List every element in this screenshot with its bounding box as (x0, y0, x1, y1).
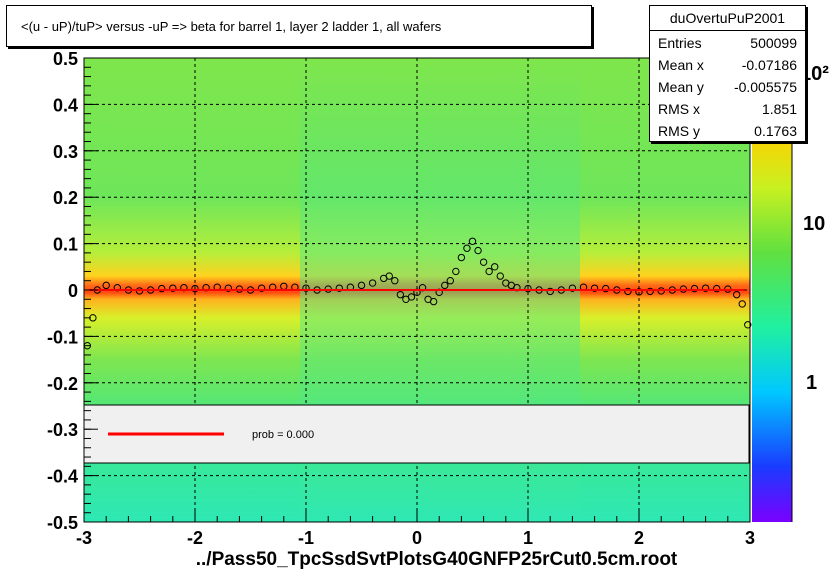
plot-title: <(u - uP)/tuP> versus -uP => beta for ba… (21, 19, 442, 34)
profile-point (524, 284, 532, 293)
y-tick-label: -0.5 (47, 513, 78, 533)
profile-points (83, 237, 752, 350)
profile-point (391, 277, 399, 285)
profile-point (738, 300, 746, 308)
x-tick-label: -1 (298, 528, 314, 548)
y-tick-label: 0 (68, 281, 78, 301)
profile-point (635, 288, 643, 296)
profile-point (463, 244, 471, 252)
stats-label: RMS y (658, 123, 700, 139)
x-tick-label: 0 (412, 528, 422, 548)
stats-row-rms-y: RMS y 0.1763 (650, 120, 805, 142)
profile-point (713, 284, 721, 293)
profile-point (257, 284, 266, 292)
profile-point (446, 277, 454, 285)
profile-point (744, 321, 752, 329)
stats-row-entries: Entries 500099 (650, 32, 805, 54)
stats-label: Entries (658, 35, 702, 51)
profile-point (457, 253, 466, 262)
stats-value: -0.005575 (733, 79, 797, 95)
profile-point (491, 263, 499, 271)
profile-point (302, 284, 310, 292)
profile-point (335, 284, 343, 292)
profile-point (590, 284, 599, 292)
profile-point (701, 284, 710, 292)
y-tick-label: -0.1 (47, 327, 78, 347)
stats-box: duOvertuPuP2001 Entries 500099 Mean x -0… (649, 5, 806, 142)
y-tick-label: 0.4 (53, 95, 78, 115)
x-tick-label: 3 (745, 528, 755, 548)
stats-label: Mean x (658, 57, 704, 73)
profile-point (732, 290, 741, 299)
stats-name: duOvertuPuP2001 (650, 6, 805, 31)
y-tick-label: 0.1 (53, 235, 78, 255)
profile-point (485, 267, 493, 276)
profile-point (441, 281, 449, 290)
stats-label: Mean y (658, 79, 704, 95)
stats-row-mean-y: Mean y -0.005575 (650, 76, 805, 98)
colorbar-label-1: 1 (806, 372, 817, 394)
profile-point (191, 284, 199, 293)
profile-point (368, 279, 377, 287)
profile-point (357, 281, 366, 290)
title-box: <(u - uP)/tuP> versus -uP => beta for ba… (6, 5, 592, 47)
profile-point (546, 287, 554, 296)
stats-value: -0.07186 (741, 57, 797, 73)
y-tick-label: 0.3 (53, 142, 78, 162)
stats-value: 1.851 (761, 101, 797, 117)
x-tick-label: -3 (76, 528, 92, 548)
stats-label: RMS x (658, 101, 700, 117)
profile-point (468, 237, 477, 245)
profile-point (624, 287, 632, 296)
profile-point (474, 246, 482, 255)
y-tick-label: 0.2 (53, 188, 78, 208)
profile-point (158, 284, 166, 293)
profile-point (407, 293, 416, 301)
y-tick-label: -0.3 (47, 420, 78, 440)
profile-point (429, 297, 438, 306)
profile-point (452, 267, 460, 276)
colorbar-label-100: 10² (800, 63, 829, 85)
stats-row-mean-x: Mean x -0.07186 (650, 54, 805, 76)
x-axis: -3 -2 -1 0 1 2 3 (76, 510, 755, 548)
profile-point (646, 287, 654, 296)
y-tick-label: -0.2 (47, 374, 78, 394)
profile-point (102, 281, 110, 290)
profile-point (169, 284, 177, 292)
plot-area: prob = 0.000 (83, 57, 752, 523)
y-tick-label: -0.4 (47, 467, 78, 487)
profile-point (496, 272, 504, 280)
profile-point (479, 258, 488, 266)
profile-point (690, 284, 699, 293)
profile-point (602, 284, 610, 293)
y-tick-label: 0.5 (53, 49, 78, 69)
x-tick-label: 1 (523, 528, 533, 548)
stats-row-rms-x: RMS x 1.851 (650, 98, 805, 120)
legend-fit-label: prob = 0.000 (252, 429, 314, 441)
x-tick-label: 2 (634, 528, 644, 548)
profile-point (385, 272, 393, 280)
profile-point (568, 284, 577, 292)
x-tick-label: -2 (187, 528, 203, 548)
footer-filename: ../Pass50_TpcSsdSvtPlotsG40GNFP25rCut0.5… (195, 549, 678, 570)
profile-point (396, 290, 405, 299)
stats-value: 500099 (750, 35, 797, 51)
stats-value: 0.1763 (754, 123, 797, 139)
profile-point (224, 284, 233, 292)
y-axis: -0.5 -0.4 -0.3 -0.2 -0.1 0 0.1 0.2 0.3 0.4 0.5 (47, 49, 98, 533)
colorbar-label-10: 10 (803, 213, 825, 235)
